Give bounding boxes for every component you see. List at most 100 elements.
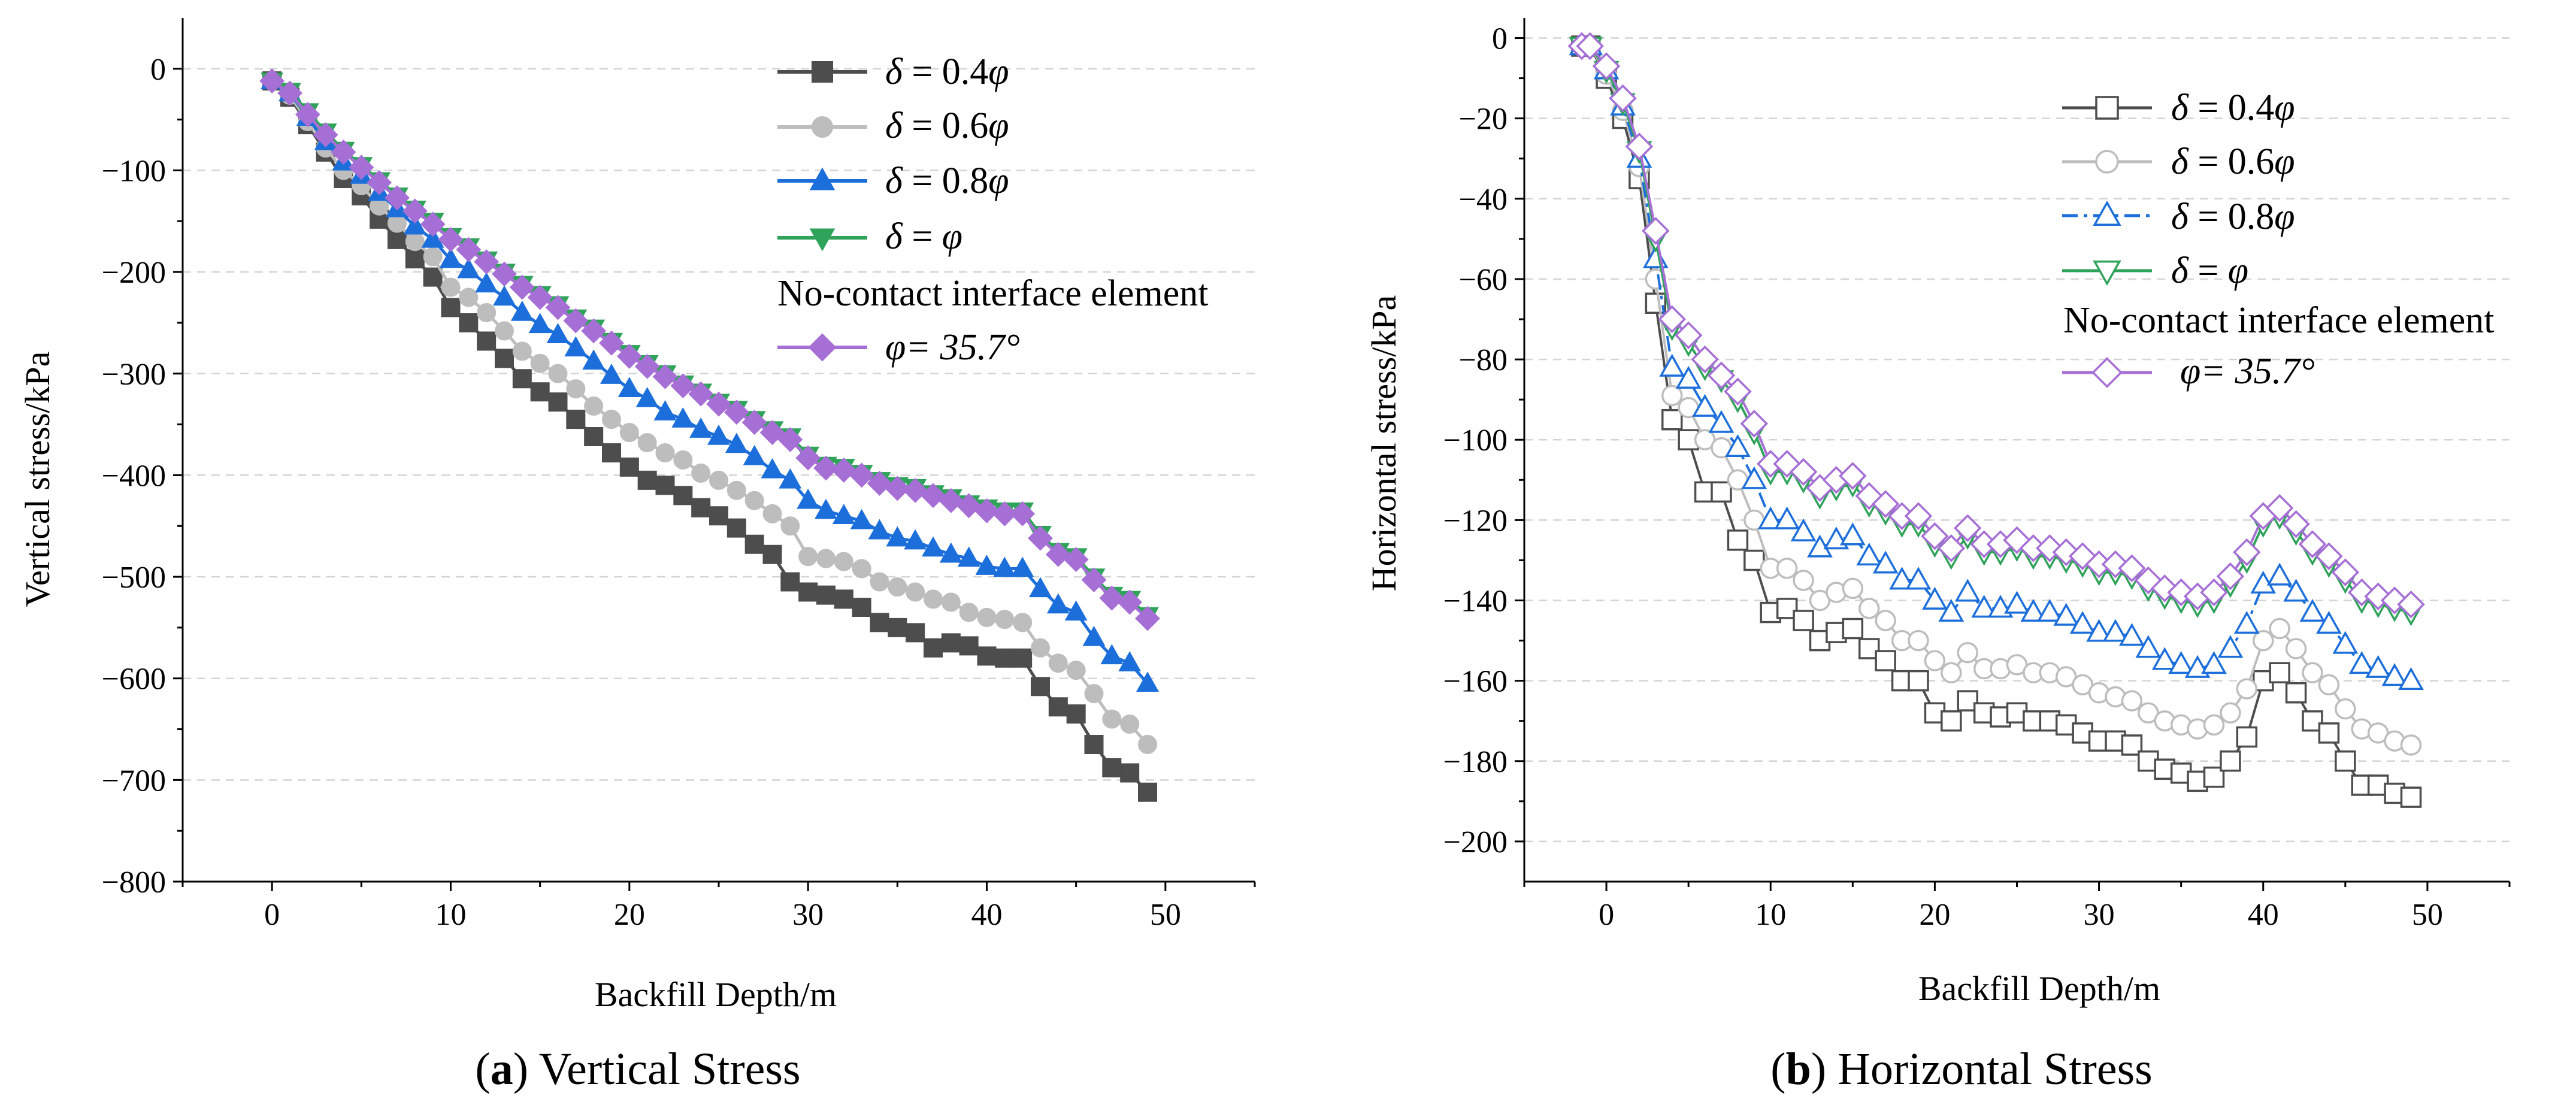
point-a-4-30 <box>795 445 821 471</box>
y-tick-label-a-5: −500 <box>102 561 166 595</box>
point-b-2-51 <box>2398 667 2424 690</box>
point-a-1-49 <box>1138 734 1157 754</box>
legend-b-label-s10: δ = φ <box>2171 250 2248 291</box>
point-a-2-22 <box>653 400 677 420</box>
point-b-4-10 <box>1724 377 1752 406</box>
point-b-2-12 <box>1757 506 1784 529</box>
point-b-2-17 <box>1839 522 1866 546</box>
point-a-4-11 <box>456 237 482 262</box>
point-b-1-19 <box>1875 610 1896 631</box>
axes-a: 0 −100 −200 −300 −400 −500 −600 −700 −800 0 10 20 30… <box>102 18 1256 932</box>
point-b-4-9 <box>1707 361 1736 390</box>
point-a-1-9 <box>423 247 443 267</box>
point-a-4-39 <box>956 493 982 519</box>
point-a-2-47 <box>1100 644 1124 665</box>
point-a-1-30 <box>798 547 818 567</box>
y-tick-label-a-6: −600 <box>102 662 166 697</box>
point-a-1-35 <box>888 577 907 597</box>
series-a-4 <box>259 68 1160 631</box>
legend-swatch-marker-a-1 <box>812 116 833 138</box>
point-a-1-33 <box>852 559 871 579</box>
point-a-0-11 <box>459 313 479 332</box>
point-b-4-13 <box>1773 450 1801 478</box>
point-b-1-44 <box>2285 638 2307 659</box>
point-b-0-26 <box>1990 706 2011 728</box>
y-tick-label-a-8: −800 <box>102 865 166 900</box>
point-a-0-19 <box>602 443 621 463</box>
legend-swatch-marker-a-4 <box>808 333 837 362</box>
point-b-2-47 <box>2332 631 2359 654</box>
point-b-1-45 <box>2302 662 2323 683</box>
point-a-0-49 <box>1138 782 1157 802</box>
point-a-0-46 <box>1084 734 1104 754</box>
point-a-1-12 <box>477 302 497 322</box>
point-a-1-15 <box>530 353 550 373</box>
point-a-1-24 <box>691 464 711 483</box>
point-b-1-42 <box>2253 629 2274 652</box>
point-a-2-26 <box>725 432 748 453</box>
legend-swatch-marker-b-4 <box>2091 357 2123 388</box>
point-a-2-46 <box>1082 625 1106 646</box>
caption-a: (a) Vertical Stress <box>475 1044 800 1094</box>
point-a-0-8 <box>405 249 425 269</box>
point-b-0-47 <box>2335 750 2356 772</box>
point-a-2-30 <box>797 488 820 509</box>
point-a-0-22 <box>655 476 675 495</box>
point-a-1-43 <box>1031 638 1050 658</box>
point-a-2-11 <box>457 258 480 278</box>
point-a-4-14 <box>509 274 535 300</box>
point-b-1-14 <box>1793 570 1814 591</box>
point-b-4-33 <box>2101 550 2130 579</box>
grid-b <box>1524 37 2510 843</box>
point-b-2-19 <box>1872 550 1899 574</box>
point-a-4-4 <box>331 140 356 165</box>
point-a-1-29 <box>780 516 800 536</box>
point-a-2-34 <box>868 519 891 540</box>
point-b-2-44 <box>2283 579 2309 602</box>
x-tick-label-b-0: 0 <box>1599 898 1614 932</box>
point-a-0-47 <box>1102 758 1122 777</box>
point-a-1-41 <box>995 610 1015 629</box>
point-a-0-35 <box>888 617 907 637</box>
point-a-1-10 <box>441 277 461 297</box>
point-a-1-26 <box>727 480 746 500</box>
point-b-4-21 <box>1904 502 1933 530</box>
x-axis-title-b: Backfill Depth/m <box>1918 969 2160 1008</box>
point-a-1-37 <box>924 589 943 609</box>
point-a-4-33 <box>849 462 874 488</box>
point-a-1-40 <box>977 607 997 627</box>
point-a-2-17 <box>564 336 588 357</box>
legend-b-label-nc: φ= 35.7° <box>2180 351 2315 392</box>
series-line-a-1 <box>271 80 1149 746</box>
point-a-2-27 <box>743 444 766 465</box>
point-a-1-17 <box>566 379 586 399</box>
point-a-4-29 <box>777 427 803 452</box>
point-b-4-48 <box>2347 578 2376 607</box>
panel-horizontal-stress: 0 −20 −40 −60 −80 −100 −120 −140 −160 −180 −200 0 10… <box>1364 18 2511 1094</box>
point-b-1-39 <box>2203 714 2225 736</box>
point-b-2-20 <box>1889 567 1915 590</box>
y-tick-label-b-0: 0 <box>1492 22 1508 56</box>
point-a-0-23 <box>673 486 693 505</box>
point-b-2-24 <box>1954 579 1981 602</box>
point-a-1-47 <box>1102 709 1122 729</box>
point-a-0-44 <box>1048 697 1068 717</box>
point-a-1-16 <box>548 364 568 383</box>
point-a-4-43 <box>1028 525 1053 551</box>
legend-swatch-marker-b-0 <box>2095 96 2119 120</box>
point-b-1-24 <box>1957 641 1978 664</box>
point-a-1-22 <box>655 443 675 463</box>
x-axis-title-a: Backfill Depth/m <box>595 975 837 1014</box>
point-a-2-42 <box>1011 556 1034 577</box>
point-a-4-22 <box>652 364 678 389</box>
legend-swatch-marker-a-2 <box>809 167 836 190</box>
point-a-2-32 <box>832 504 855 525</box>
point-b-0-12 <box>1760 601 1781 623</box>
point-b-1-40 <box>2220 702 2241 724</box>
point-a-2-20 <box>617 377 641 397</box>
point-b-4-6 <box>1658 305 1687 334</box>
point-b-1-51 <box>2400 734 2422 756</box>
point-a-2-29 <box>779 468 802 489</box>
point-a-2-44 <box>1046 593 1070 614</box>
